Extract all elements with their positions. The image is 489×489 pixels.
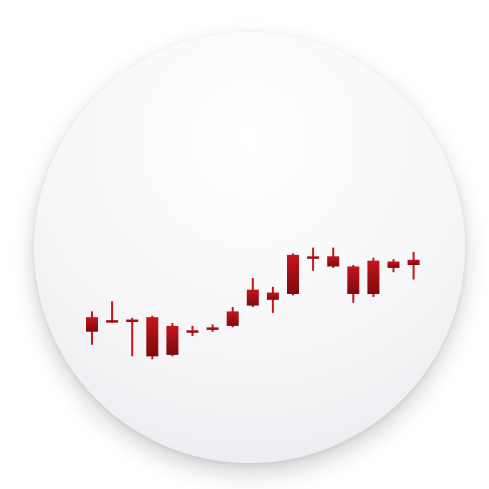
candle-body [347,266,360,294]
candle-body [166,325,179,355]
candle-body [287,254,299,294]
candles-group [86,247,420,360]
candle-body [226,311,239,326]
candle-body [106,320,119,323]
icon-background-circle [34,32,465,463]
candle-body [126,319,139,323]
candle-body [327,256,340,267]
candle-body [186,330,199,333]
candle-body [367,260,380,294]
candle-body [307,256,320,259]
candle-body [266,292,279,300]
candle-body [246,289,259,306]
candle-body [146,317,159,357]
candle-body [387,261,400,268]
candle-body [86,317,98,332]
candle-body [407,259,420,265]
candle-body [206,327,219,330]
